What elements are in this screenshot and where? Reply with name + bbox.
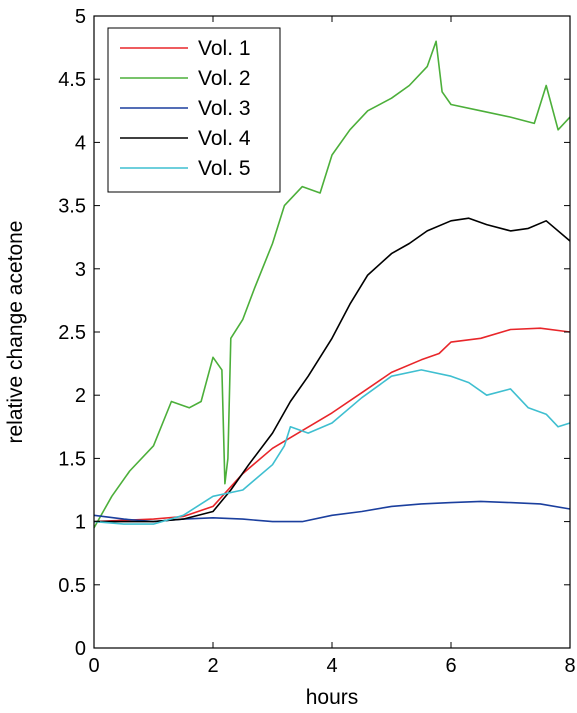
y-axis-label: relative change acetone: [4, 221, 27, 444]
legend-box: [107, 27, 281, 193]
y-tick-label: 2.5: [58, 322, 86, 344]
x-tick-label: 8: [564, 655, 575, 677]
plot-lines: [93, 40, 571, 529]
legend-label: Vol. 2: [198, 67, 251, 90]
x-tick-label: 4: [326, 655, 337, 677]
series-line-1: [93, 327, 571, 523]
y-tick-label: 0.5: [58, 575, 86, 597]
y-tick-label: 2: [75, 385, 86, 407]
y-tick-label: 5: [75, 6, 86, 28]
x-tick-label: 6: [445, 655, 456, 677]
y-tick-label: 4.5: [58, 69, 86, 91]
y-tick-label: 0: [75, 638, 86, 660]
y-tick-label: 1.5: [58, 448, 86, 470]
series-line-4: [94, 217, 571, 523]
x-tick-label: 0: [88, 655, 99, 677]
series-line-5: [93, 369, 571, 525]
y-tick-label: 3.5: [58, 196, 86, 218]
legend-label: Vol. 3: [198, 97, 251, 120]
axis-ticks: 0 2 4 6 8 0 0.5 1 1.5 2 2.5 3 3.5 4 4.5 5: [58, 6, 575, 677]
legend-label: Vol. 5: [198, 157, 251, 180]
legend-label: Vol. 4: [198, 127, 251, 150]
legend: Vol. 1 Vol. 2 Vol. 3 Vol. 4 Vol. 5: [107, 27, 281, 193]
y-tick-label: 1: [75, 512, 86, 534]
y-tick-label: 3: [75, 259, 86, 281]
series-line-2: [93, 40, 571, 529]
x-tick-label: 2: [207, 655, 218, 677]
x-axis-label: hours: [306, 686, 359, 709]
legend-label: Vol. 1: [198, 37, 251, 60]
y-tick-label: 4: [75, 132, 86, 154]
